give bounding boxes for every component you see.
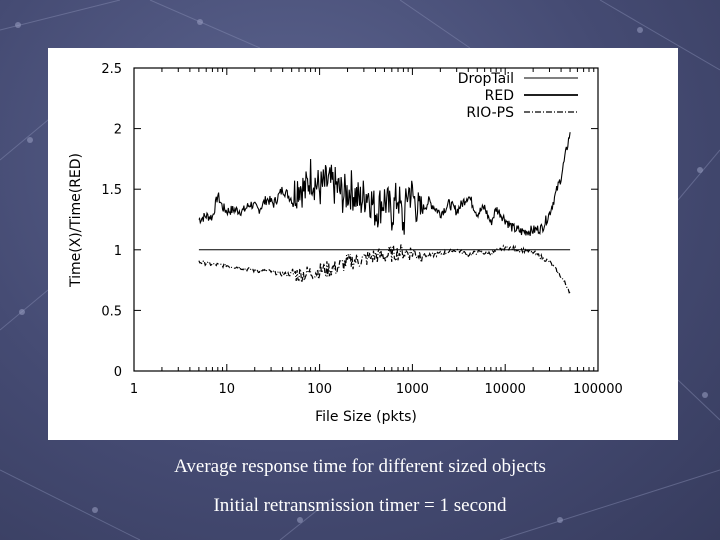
series-line-droptail xyxy=(198,132,571,236)
x-tick-label: 10 xyxy=(219,382,236,397)
caption-subtitle: Initial retransmission timer = 1 second xyxy=(213,495,507,516)
plot-frame xyxy=(133,67,599,372)
caption-title: Average response time for different size… xyxy=(174,456,546,477)
y-tick-label: 1 xyxy=(114,244,122,259)
x-tick-label: 100 xyxy=(307,382,332,397)
response-time-chart: 1 10 100 1000 10000 100000 0 0.5 1 1.5 2 2.5 DropTa… xyxy=(68,62,623,425)
legend-label: RED xyxy=(485,88,514,104)
x-axis-label: File Size (pkts) xyxy=(315,409,417,425)
series-line-rio-ps xyxy=(198,244,571,294)
x-tick-label: 10000 xyxy=(485,382,526,397)
y-tick-label: 1.5 xyxy=(101,183,122,198)
chart-panel: 1 10 100 1000 10000 100000 0 0.5 1 1.5 2 2.5 DropTa… xyxy=(48,48,678,440)
y-tick-label: 0.5 xyxy=(101,304,122,319)
legend-label: DropTail xyxy=(458,71,514,87)
y-axis-label: Time(X)/Time(RED) xyxy=(68,153,84,288)
x-tick-label: 1 xyxy=(130,382,138,397)
y-tick-label: 0 xyxy=(114,365,122,380)
y-tick-label: 2 xyxy=(114,123,122,138)
y-tick-label: 2.5 xyxy=(101,62,122,77)
legend-label: RIO-PS xyxy=(466,105,514,121)
x-tick-label: 100000 xyxy=(573,382,623,397)
x-tick-label: 1000 xyxy=(396,382,429,397)
